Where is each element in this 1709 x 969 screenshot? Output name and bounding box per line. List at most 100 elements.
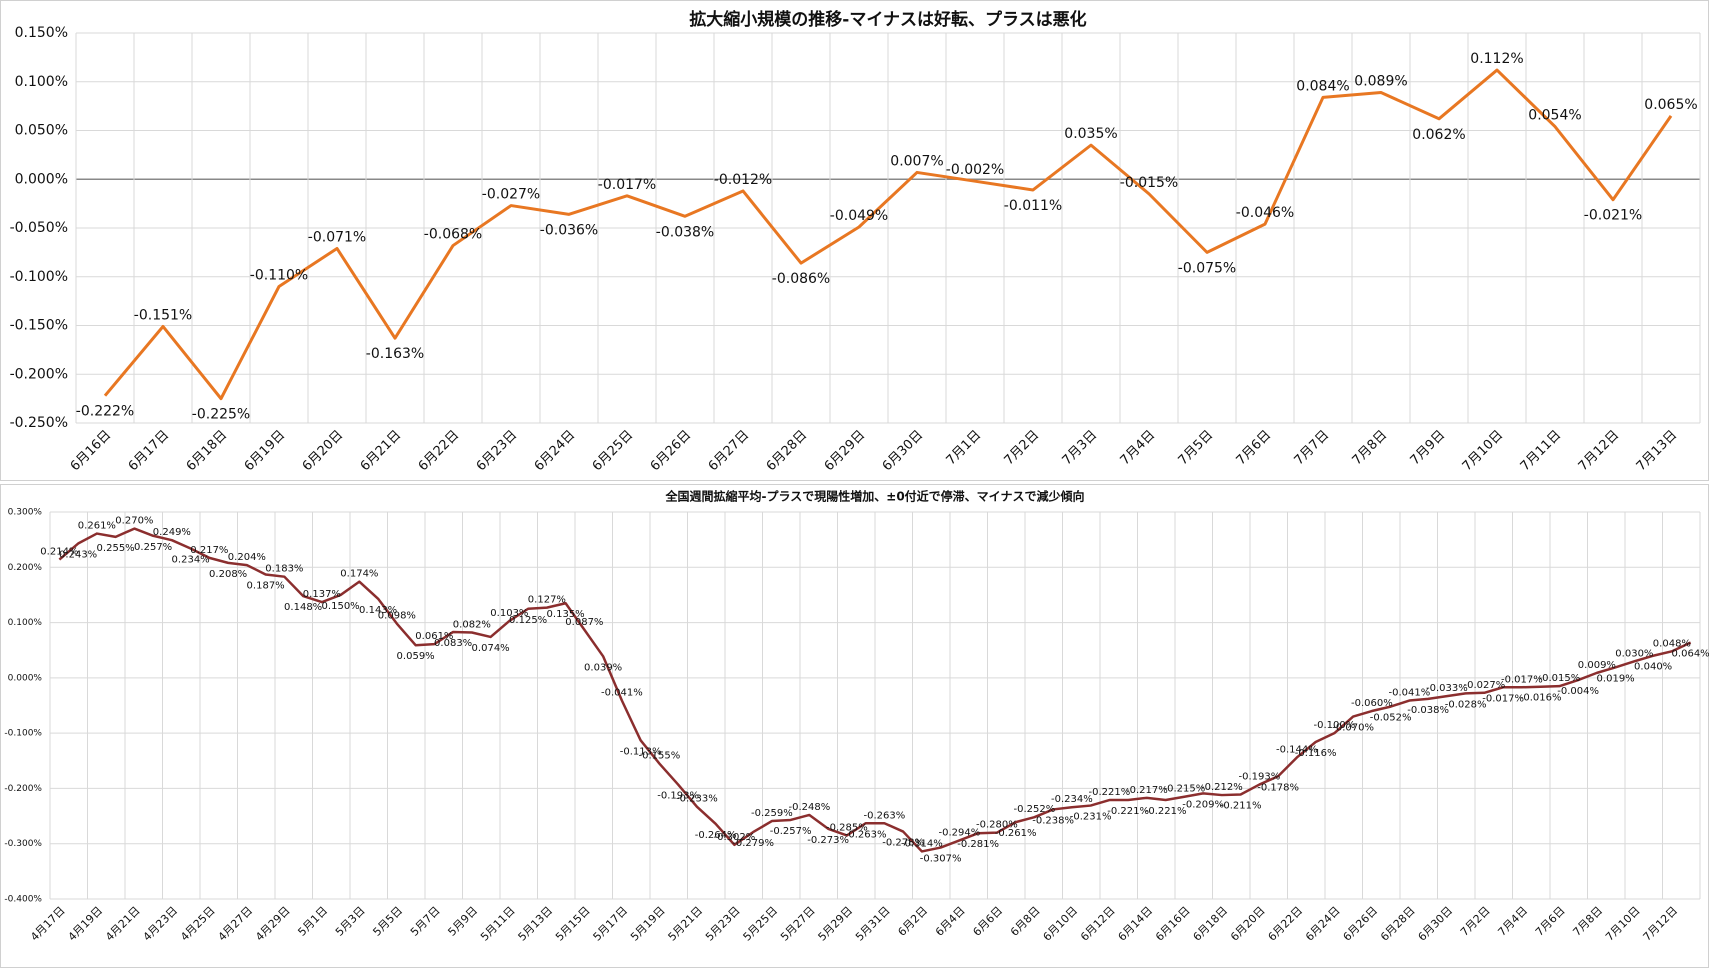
data-label: 0.127% [528,595,566,606]
data-label: -0.011% [1004,198,1062,214]
data-label: -0.281% [957,839,999,850]
data-label: -0.027% [482,187,540,203]
data-label: 0.150% [322,601,360,612]
data-label: -0.221% [1107,806,1149,817]
y-tick-label: -0.200% [4,784,42,794]
data-label: 0.137% [303,589,341,600]
data-label: -0.273% [807,835,849,846]
data-label: 0.255% [97,543,135,554]
data-label: 0.270% [115,516,153,527]
data-label: -0.033% [1426,683,1468,694]
data-label: 0.040% [1634,662,1672,673]
data-label: -0.263% [845,829,887,840]
data-label: 0.064% [1672,648,1709,659]
data-label: -0.257% [770,826,812,837]
data-label: -0.071% [308,229,366,245]
data-label: 0.187% [247,580,285,591]
data-label: 0.019% [1597,673,1635,684]
data-label: -0.248% [789,802,831,813]
data-label: -0.264% [695,830,737,841]
chart-title: 全国週間拡縮平均-プラスで現陽性増加、±0付近で停滞、マイナスで減少傾向 [665,489,1085,504]
data-label: -0.193% [657,791,699,802]
y-tick-label: -0.250% [10,415,68,431]
data-label: -0.038% [656,224,714,240]
data-label: -0.217% [1126,785,1168,796]
chart-frame [0,0,1709,481]
data-label: -0.017% [1482,693,1524,704]
data-label: -0.015% [1120,175,1178,191]
data-label: -0.302% [714,832,756,843]
data-label: 0.261% [78,521,116,532]
data-label: -0.100% [1314,720,1356,731]
y-tick-label: 0.000% [8,673,43,683]
data-label: -0.280% [976,820,1018,831]
data-label: -0.234% [1051,794,1093,805]
data-label: 0.074% [472,643,510,654]
data-label: -0.307% [920,854,962,865]
y-tick-label: -0.200% [10,366,68,382]
data-label: -0.027% [1464,680,1506,691]
data-label: -0.012% [714,172,772,188]
data-label: -0.225% [192,407,250,423]
data-label: 0.243% [59,550,97,561]
data-label: -0.144% [1276,744,1318,755]
data-label: 0.059% [397,651,435,662]
data-label: -0.215% [1164,784,1206,795]
data-label: -0.041% [601,688,643,699]
data-line [58,527,1692,853]
data-label: 0.054% [1528,108,1581,124]
data-label: -0.178% [1257,782,1299,793]
data-label: -0.068% [424,227,482,243]
data-label: 0.112% [1470,51,1523,67]
data-label: 0.249% [153,527,191,538]
data-label: 0.125% [509,615,547,626]
data-label: -0.017% [598,177,656,193]
data-label: 0.217% [190,545,228,556]
data-label: -0.221% [1089,787,1131,798]
data-label: -0.036% [540,222,598,238]
data-label: -0.021% [1584,208,1642,224]
data-label: -0.278% [882,838,924,849]
data-label: -0.075% [1178,260,1236,276]
data-label: 0.103% [490,608,528,619]
data-label: 0.061% [415,631,453,642]
data-label: -0.049% [830,208,888,224]
data-label: 0.214% [40,547,78,558]
y-tick-label: 0.000% [15,171,68,187]
data-label: -0.211% [1220,801,1262,812]
data-label: -0.116% [1295,748,1337,759]
data-label: 0.065% [1644,97,1697,113]
data-label: 0.143% [359,605,397,616]
data-label: -0.004% [1557,686,1599,697]
y-tick-label: 0.150% [15,25,68,41]
data-label: -0.110% [250,268,308,284]
data-label: -0.314% [901,838,943,849]
data-label: -0.285% [826,822,868,833]
data-label: -0.238% [1032,815,1074,826]
y-tick-label: -0.300% [4,839,42,849]
data-label: 0.204% [228,552,266,563]
data-label: -0.263% [864,810,906,821]
data-label: 0.183% [265,564,303,575]
data-label: -0.028% [1445,699,1487,710]
data-label: 0.257% [134,542,172,553]
y-tick-label: 0.050% [15,123,68,139]
data-label: 0.087% [565,617,603,628]
data-label: -0.015% [1539,673,1581,684]
data-label: -0.155% [639,751,681,762]
y-tick-label: 0.100% [8,618,43,628]
data-label: 0.039% [584,662,622,673]
data-label: 0.084% [1296,78,1349,94]
data-label: 0.098% [378,611,416,622]
data-label: -0.163% [366,346,424,362]
data-label: 0.007% [890,153,943,169]
data-label: -0.212% [1201,782,1243,793]
data-label: -0.070% [1332,723,1374,734]
data-label: -0.279% [732,838,774,849]
data-label: -0.046% [1236,205,1294,221]
chart-title: 拡大縮小規模の推移-マイナスは好転、プラスは悪化 [689,9,1086,30]
data-label: 0.048% [1653,638,1691,649]
data-label: 0.035% [1064,126,1117,142]
data-label: -0.231% [1070,812,1112,823]
data-label: -0.209% [1182,799,1224,810]
